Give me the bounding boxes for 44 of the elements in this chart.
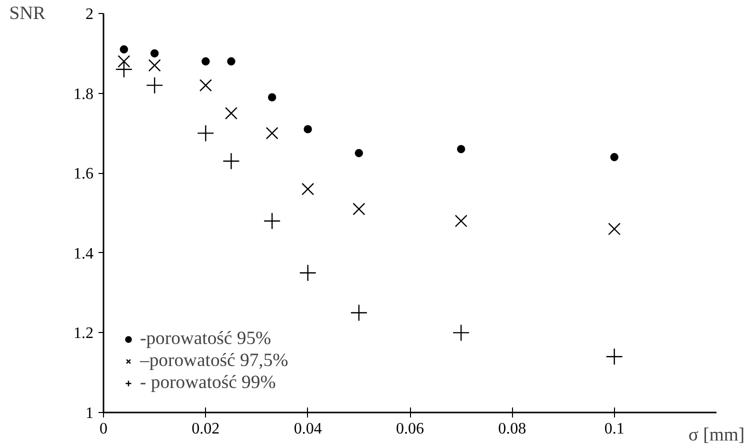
point	[222, 152, 240, 170]
point	[150, 49, 159, 58]
y-tick-label: 1.6	[74, 166, 94, 183]
legend-label: –porowatość 97,5%	[140, 350, 288, 372]
x-tick-label: 0.04	[294, 420, 322, 438]
point	[197, 124, 214, 142]
point	[610, 153, 618, 162]
point	[304, 125, 312, 134]
point	[118, 55, 130, 68]
x-tick-label: 0.02	[192, 420, 220, 438]
point	[120, 45, 128, 54]
point	[354, 149, 364, 158]
y-tick-label: 1.4	[74, 245, 94, 262]
x-tick-label: 0.08	[498, 420, 526, 438]
point	[606, 348, 623, 366]
point	[456, 145, 466, 154]
point	[268, 93, 276, 102]
point	[350, 304, 368, 322]
point	[454, 214, 468, 228]
point	[302, 182, 314, 196]
y-tick-label: 1	[86, 405, 94, 422]
point	[227, 57, 236, 66]
point	[148, 59, 161, 72]
legend-label: - porowatość 99%	[140, 372, 276, 394]
y-tick-label: 2	[86, 6, 94, 23]
x-axis-title: σ [mm]	[688, 424, 745, 446]
y-axis-title: SNR	[9, 3, 46, 24]
y-tick-label: 1.8	[74, 86, 94, 103]
x-tick-label: 0.1	[604, 420, 624, 438]
x-tick-label: 0.06	[396, 420, 424, 438]
point	[263, 212, 281, 230]
point	[146, 76, 164, 94]
point	[608, 222, 621, 236]
point	[299, 264, 316, 282]
point	[452, 324, 470, 342]
point	[199, 79, 212, 92]
point	[202, 57, 210, 66]
point	[352, 202, 366, 216]
point	[224, 106, 238, 120]
point	[115, 60, 133, 78]
legend-label: -porowatość 95%	[140, 328, 272, 350]
x-tick-label: 0	[100, 420, 108, 438]
point	[266, 126, 278, 140]
y-tick-label: 1.2	[74, 325, 94, 342]
